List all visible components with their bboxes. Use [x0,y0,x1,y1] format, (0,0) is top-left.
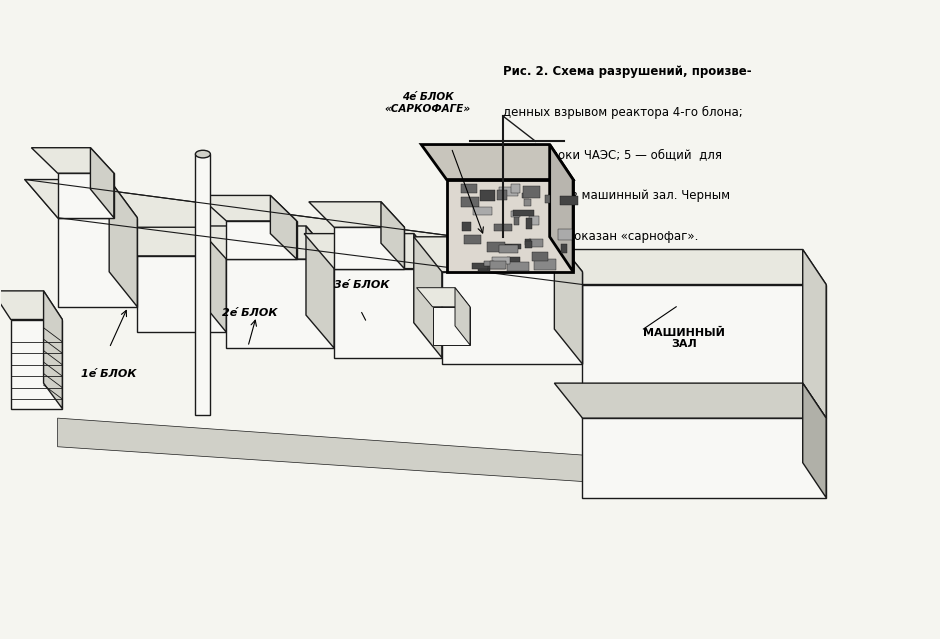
Polygon shape [309,202,404,227]
Polygon shape [414,234,442,358]
Bar [473,206,492,215]
Bar [513,210,534,217]
Bar [487,242,505,252]
Polygon shape [803,249,826,418]
Polygon shape [421,144,573,180]
Bar [545,196,550,203]
Polygon shape [227,259,334,348]
Polygon shape [90,148,114,218]
Polygon shape [555,237,583,364]
Polygon shape [455,288,470,345]
Polygon shape [227,221,297,259]
Ellipse shape [196,150,211,158]
Text: Рис. 2. Схема разрушений, произве-: Рис. 2. Схема разрушений, произве- [503,65,751,78]
Text: 3е́ БЛОК: 3е́ БЛОК [335,279,390,289]
Polygon shape [196,226,334,259]
Bar [510,212,521,217]
Polygon shape [555,383,826,418]
Bar [479,190,494,201]
Bar [463,198,477,204]
Bar [462,222,471,231]
Bar [524,199,531,206]
Polygon shape [334,268,442,358]
Polygon shape [137,256,227,332]
Bar [559,196,578,204]
Text: контуром показан «сарнофаг».: контуром показан «сарнофаг». [503,231,698,243]
Text: 2е́ БЛОК: 2е́ БЛОК [222,308,277,318]
Polygon shape [57,218,137,307]
Bar [499,187,518,196]
Polygon shape [306,226,334,348]
Bar [557,229,572,240]
Polygon shape [43,291,62,408]
Bar [492,257,509,264]
Bar [532,252,548,261]
Polygon shape [271,196,297,259]
Polygon shape [203,227,227,332]
Bar [529,238,543,247]
Text: МАШИННЫЙ
ЗАЛ: МАШИННЫЙ ЗАЛ [643,328,726,350]
Polygon shape [414,237,583,272]
Polygon shape [583,418,826,498]
Bar [472,263,489,269]
Text: денных взрывом реактора 4-го блона;: денных взрывом реактора 4-го блона; [503,106,743,119]
Bar [523,194,528,199]
Polygon shape [112,227,227,256]
Bar [478,264,491,270]
Polygon shape [0,291,62,320]
Text: всех блоков машинный зал. Черным: всех блоков машинный зал. Черным [503,189,730,202]
Polygon shape [24,180,137,218]
Bar [511,184,521,194]
Bar [534,259,556,270]
Polygon shape [381,202,404,268]
Bar [507,262,529,271]
Polygon shape [109,180,137,307]
Polygon shape [31,148,114,173]
Polygon shape [305,234,442,268]
Text: 1–4 — блоки ЧАЭС; 5 — общий  для: 1–4 — блоки ЧАЭС; 5 — общий для [503,148,722,161]
Polygon shape [550,144,573,272]
Polygon shape [432,307,470,345]
Bar [487,265,505,268]
Polygon shape [24,180,583,284]
Bar [196,154,211,415]
Bar [526,218,532,229]
Bar [497,190,508,199]
Bar [461,184,477,193]
Polygon shape [416,288,470,307]
Text: 1е́ БЛОК: 1е́ БЛОК [82,369,137,378]
Bar [497,245,512,249]
Bar [462,197,479,207]
Polygon shape [57,173,114,218]
Bar [464,235,480,244]
Polygon shape [198,196,297,221]
Polygon shape [803,383,826,498]
Bar [513,216,519,225]
Bar [525,240,531,245]
Bar [499,245,519,252]
Bar [494,224,511,231]
Text: 4е́ БЛОК
«САРКОФАГЕ»: 4е́ БЛОК «САРКОФАГЕ» [384,93,471,114]
Bar [484,261,494,266]
Polygon shape [57,418,826,498]
Polygon shape [442,272,583,364]
Bar [525,241,532,249]
Polygon shape [583,284,826,418]
Polygon shape [334,227,404,268]
Polygon shape [446,180,573,272]
Bar [507,258,520,264]
Polygon shape [555,249,826,284]
Polygon shape [10,320,62,408]
Bar [490,261,506,269]
Bar [505,244,522,249]
Bar [529,216,540,225]
Bar [523,186,540,198]
Bar [561,244,568,253]
